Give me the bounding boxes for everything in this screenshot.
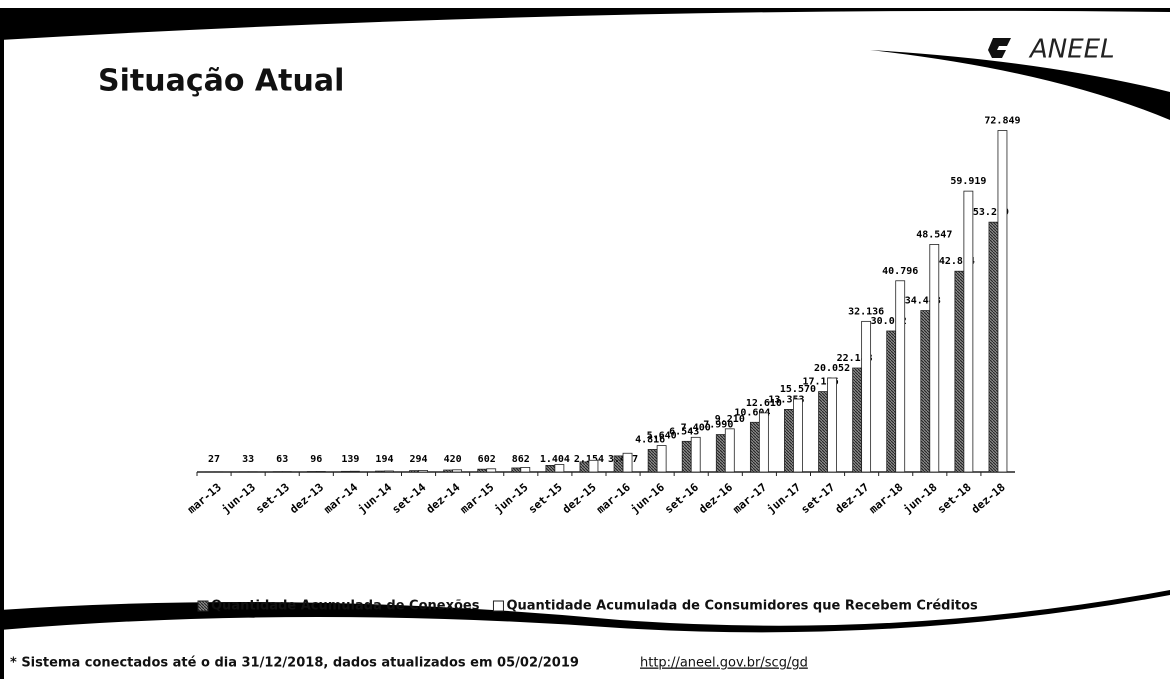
bar [954, 270, 965, 473]
bar [793, 398, 803, 473]
value-label: 33 [242, 454, 254, 465]
footnote: * Sistema conectados até o dia 31/12/201… [10, 656, 579, 671]
bar [384, 470, 394, 473]
value-label: 7.990 [703, 420, 733, 431]
bar [681, 440, 692, 473]
bar [452, 469, 463, 473]
bar [418, 470, 428, 473]
bar [511, 467, 522, 473]
value-label: 59.919 [950, 176, 986, 187]
value-label: 27 [208, 454, 220, 465]
value-label: 13.353 [768, 394, 804, 405]
bottom-swoosh [0, 590, 1170, 633]
bar [818, 391, 828, 473]
bar [647, 449, 658, 473]
chart-title: Situação Atual [98, 64, 344, 99]
bar [409, 470, 419, 473]
bar [520, 467, 531, 473]
value-label: 72.849 [984, 116, 1020, 127]
value-label: 862 [512, 454, 530, 465]
bar [724, 428, 735, 473]
logo-icon [988, 38, 1011, 58]
right-swoosh [870, 50, 1170, 120]
logo: ANEEL [1028, 35, 1115, 65]
bar [690, 436, 701, 473]
bar [554, 464, 565, 473]
top-swoosh [0, 8, 1170, 40]
value-label: 15.570 [780, 384, 816, 395]
bar [988, 221, 999, 473]
value-label: 4.816 [635, 434, 665, 445]
value-label: 17.156 [802, 377, 838, 388]
bar [886, 330, 897, 473]
legend-label: Quantidade Acumulada de Consumidores que… [506, 599, 978, 614]
value-label: 294 [410, 454, 428, 465]
legend-swatch [197, 600, 209, 612]
bar [929, 244, 940, 473]
value-label: 139 [341, 454, 359, 465]
bar [852, 367, 863, 473]
legend-swatch [492, 600, 504, 612]
value-label: 7.400 [681, 422, 711, 433]
bar [656, 445, 667, 473]
value-label: 194 [375, 454, 393, 465]
value-label: 6.543 [669, 426, 699, 437]
source-url[interactable]: http://aneel.gov.br/scg/gd [640, 656, 808, 671]
value-label: 32.136 [848, 306, 884, 317]
legend-label: Quantidade Acumulada de Conexões [211, 599, 480, 614]
value-label: 96 [310, 454, 322, 465]
value-label: 602 [478, 454, 496, 465]
value-label: 30.082 [871, 316, 907, 327]
value-label: 34.443 [905, 296, 941, 307]
bar [920, 310, 931, 473]
bar [997, 130, 1008, 473]
bar [827, 377, 837, 473]
value-label: 420 [444, 454, 462, 465]
value-label: 42.834 [939, 256, 975, 267]
bar [749, 421, 760, 473]
value-label: 2.154 [574, 454, 604, 465]
bar [340, 470, 351, 473]
bar [715, 434, 726, 473]
value-label: 10.604 [734, 407, 770, 418]
value-label: 9.210 [715, 414, 745, 425]
bar [963, 190, 974, 473]
bar [784, 409, 794, 473]
value-label: 1.404 [540, 454, 570, 465]
bar [375, 470, 385, 473]
bar [443, 469, 454, 473]
value-label: 5.640 [647, 431, 677, 442]
value-label: 53.299 [973, 207, 1009, 218]
bar [895, 280, 906, 473]
value-label: 20.052 [814, 363, 850, 374]
bar [758, 412, 769, 473]
bar [622, 452, 633, 473]
left-border [0, 8, 4, 679]
bar [486, 468, 497, 473]
value-label: 22.183 [837, 353, 873, 364]
bar [349, 470, 360, 473]
bar [545, 465, 556, 473]
bar [477, 468, 488, 473]
value-label: 48.547 [916, 229, 952, 240]
bar [588, 459, 599, 473]
value-label: 63 [276, 454, 288, 465]
value-label: 12.610 [746, 398, 782, 409]
bar [861, 320, 872, 473]
bar [315, 471, 326, 473]
value-label: 40.796 [882, 266, 918, 277]
